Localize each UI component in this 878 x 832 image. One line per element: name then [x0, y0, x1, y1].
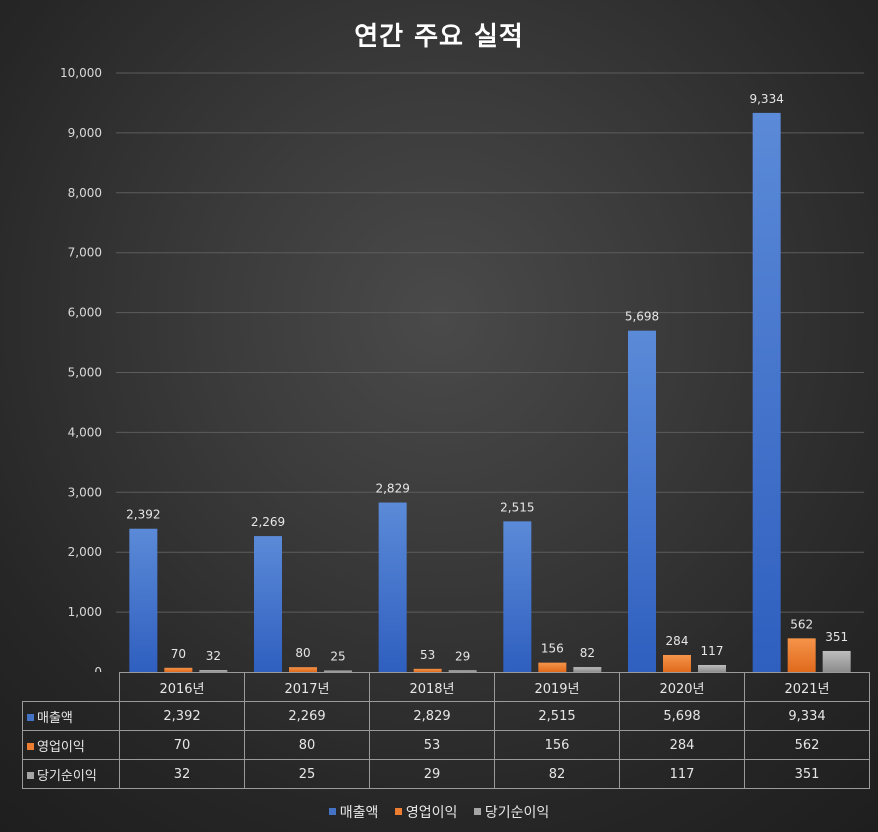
legend-label: 당기순이익 — [484, 805, 550, 821]
data-table-cell: 562 — [744, 730, 870, 760]
series-key-icon — [27, 771, 34, 779]
data-label: 2,392 — [126, 508, 160, 522]
data-table-cell: 2,515 — [494, 701, 620, 731]
bar-net-income — [448, 670, 477, 672]
data-table-cell: 2,829 — [369, 701, 495, 731]
data-table-header-row: 2016년 2017년 2018년 2019년 2020년 2021년 — [22, 672, 870, 702]
data-table-cell: 82 — [494, 759, 620, 789]
series-name: 매출액 — [37, 710, 73, 726]
data-table-cell: 2,269 — [244, 701, 370, 731]
data-table-header: 2020년 — [619, 672, 745, 702]
data-label: 82 — [580, 646, 595, 660]
y-tick-label: 9,000 — [68, 126, 102, 140]
y-tick-label: 3,000 — [68, 485, 102, 499]
y-tick-label: 8,000 — [68, 186, 102, 200]
data-table-cell: 32 — [119, 759, 245, 789]
data-label: 562 — [790, 617, 813, 631]
y-tick-label: 2,000 — [68, 545, 102, 559]
legend-swatch-icon — [394, 808, 402, 815]
y-tick-label: 7,000 — [68, 246, 102, 260]
data-label: 25 — [330, 650, 345, 664]
data-table-header: 2018년 — [369, 672, 495, 702]
data-label: 70 — [171, 647, 186, 661]
data-table-row-header: 당기순이익 — [22, 759, 120, 789]
legend-label: 영업이익 — [405, 805, 458, 821]
data-table-cell: 284 — [619, 730, 745, 760]
data-table-cell: 156 — [494, 730, 620, 760]
data-table-row-header: 매출액 — [22, 701, 120, 731]
bar-net-income — [324, 670, 352, 672]
legend-item: 매출액 — [328, 802, 379, 822]
y-tick-label: 4,000 — [68, 425, 102, 439]
series-key-icon — [27, 713, 34, 721]
data-table-header: 2021년 — [744, 672, 870, 702]
series-name: 영업이익 — [37, 739, 85, 755]
bar-net-income — [698, 664, 726, 672]
legend-item: 영업이익 — [394, 802, 458, 822]
data-table-cell: 29 — [369, 759, 495, 789]
data-table-cell: 9,334 — [744, 701, 870, 731]
y-tick-label: 0 — [94, 665, 102, 672]
series-key-icon — [27, 742, 34, 750]
data-table-row: 영업이익 70 80 53 156 284 562 — [22, 730, 870, 760]
data-label: 9,334 — [749, 92, 783, 106]
series-name: 당기순이익 — [37, 768, 97, 784]
data-label: 2,829 — [375, 482, 409, 496]
data-table-row: 당기순이익 32 25 29 82 117 351 — [22, 759, 870, 789]
bar-operating-profit — [164, 667, 193, 672]
data-label: 117 — [701, 644, 724, 658]
data-label: 32 — [206, 649, 221, 663]
data-label: 156 — [541, 642, 564, 656]
data-table-cell: 25 — [244, 759, 370, 789]
data-label: 29 — [455, 649, 470, 663]
data-table: 2016년 2017년 2018년 2019년 2020년 2021년 매출액 … — [22, 672, 870, 789]
y-tick-label: 10,000 — [60, 66, 102, 80]
bar-operating-profit — [289, 667, 317, 672]
bar-operating-profit — [538, 662, 567, 672]
data-table-cell: 2,392 — [119, 701, 245, 731]
bar-revenue — [752, 112, 781, 672]
bar-revenue — [378, 502, 407, 672]
data-table-header: 2016년 — [119, 672, 245, 702]
y-tick-label: 6,000 — [68, 306, 102, 320]
bar-revenue — [129, 528, 158, 672]
data-table-row: 매출액 2,392 2,269 2,829 2,515 5,698 9,334 — [22, 701, 870, 731]
legend-swatch-icon — [328, 808, 336, 815]
data-table-corner — [22, 672, 120, 702]
bar-operating-profit — [663, 654, 691, 672]
data-table-header: 2017년 — [244, 672, 370, 702]
bar-operating-profit — [787, 638, 816, 672]
bar-net-income — [573, 667, 602, 672]
data-label: 5,698 — [625, 310, 659, 324]
y-tick-label: 5,000 — [68, 366, 102, 380]
data-label: 2,269 — [251, 515, 285, 529]
data-table-row-header: 영업이익 — [22, 730, 120, 760]
chart-title: 연간 주요 실적 — [354, 22, 524, 52]
data-label: 284 — [666, 634, 689, 648]
data-table-header: 2019년 — [494, 672, 620, 702]
data-table-cell: 117 — [619, 759, 745, 789]
bar-net-income — [822, 650, 851, 672]
chart-plot: 0 1,000 2,000 3,000 4,000 5,000 6,000 7,000 8,00… — [60, 66, 864, 672]
data-table-cell: 53 — [369, 730, 495, 760]
data-table-cell: 80 — [244, 730, 370, 760]
bar-net-income — [199, 670, 228, 672]
data-table-cell: 70 — [119, 730, 245, 760]
y-tick-label: 1,000 — [68, 605, 102, 619]
chart-legend: 매출액 영업이익 당기순이익 — [0, 802, 878, 822]
data-table-cell: 5,698 — [619, 701, 745, 731]
legend-item: 당기순이익 — [473, 802, 550, 822]
bar-revenue — [254, 536, 282, 672]
bar-operating-profit — [413, 668, 442, 672]
data-label: 2,515 — [500, 500, 534, 514]
data-label: 351 — [825, 630, 848, 644]
legend-swatch-icon — [473, 808, 481, 815]
bar-revenue — [628, 330, 656, 672]
data-table-cell: 351 — [744, 759, 870, 789]
data-label: 80 — [295, 646, 310, 660]
bar-revenue — [503, 521, 532, 672]
data-label: 53 — [420, 648, 435, 662]
legend-label: 매출액 — [339, 805, 379, 821]
